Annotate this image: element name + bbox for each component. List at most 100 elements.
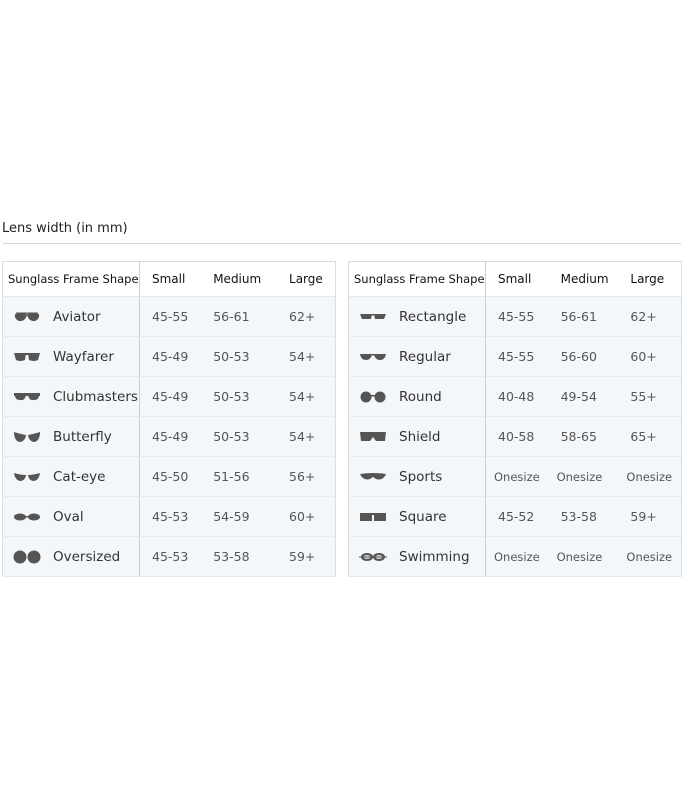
table-row: Oversized 45-53 53-58 59+: [2, 536, 336, 577]
small-size: 45-55: [485, 336, 549, 377]
medium-size: 53-58: [548, 496, 619, 537]
header-small: Small: [485, 261, 549, 297]
shape-name: Aviator: [53, 308, 101, 325]
medium-size: 53-58: [201, 536, 278, 577]
shape-cell: Shield: [348, 416, 486, 457]
shape-cell: Clubmasters: [2, 376, 140, 417]
medium-size: 50-53: [201, 376, 278, 417]
header-small: Small: [139, 261, 202, 297]
table-row: Shield 40-58 58-65 65+: [348, 416, 682, 457]
small-size: 45-49: [139, 416, 202, 457]
shape-name: Wayfarer: [53, 348, 114, 365]
wayfarer-glasses-icon: [14, 352, 40, 361]
header-shape: Sunglass Frame Shape: [348, 261, 486, 297]
header-large: Large: [618, 261, 682, 297]
large-size: 54+: [277, 376, 336, 417]
header-large: Large: [277, 261, 336, 297]
small-size: Onesize: [485, 536, 549, 577]
medium-size: 49-54: [548, 376, 619, 417]
shape-cell: Oval: [2, 496, 140, 537]
medium-size: 50-53: [201, 416, 278, 457]
shape-name: Cat-eye: [53, 468, 106, 485]
divider: [3, 243, 681, 244]
table-row: Swimming Onesize Onesize Onesize: [348, 536, 682, 577]
shape-cell: Wayfarer: [2, 336, 140, 377]
shape-cell: Sports: [348, 456, 486, 497]
table-row: Square 45-52 53-58 59+: [348, 496, 682, 537]
size-table-left: Sunglass Frame Shape Small Medium Large …: [2, 261, 336, 577]
shape-cell: Butterfly: [2, 416, 140, 457]
shape-cell: Swimming: [348, 536, 486, 577]
shape-name: Oversized: [53, 548, 121, 565]
table-row: Round 40-48 49-54 55+: [348, 376, 682, 417]
shape-cell: Aviator: [2, 296, 140, 337]
large-size: 62+: [277, 296, 336, 337]
shape-name: Sports: [399, 468, 443, 485]
aviator-glasses-icon: [14, 312, 40, 321]
large-size: Onesize: [618, 456, 682, 497]
header-medium: Medium: [548, 261, 619, 297]
large-size: 60+: [277, 496, 336, 537]
table-row: Oval 45-53 54-59 60+: [2, 496, 336, 537]
large-size: Onesize: [618, 536, 682, 577]
table-row: Regular 45-55 56-60 60+: [348, 336, 682, 377]
sports-glasses-icon: [360, 472, 386, 479]
small-size: 45-52: [485, 496, 549, 537]
shape-name: Rectangle: [399, 308, 467, 325]
large-size: 56+: [277, 456, 336, 497]
small-size: 45-55: [485, 296, 549, 337]
header-row: Sunglass Frame Shape Small Medium Large: [2, 261, 336, 297]
large-size: 59+: [277, 536, 336, 577]
large-size: 54+: [277, 416, 336, 457]
shape-cell: Cat-eye: [2, 456, 140, 497]
medium-size: 51-56: [201, 456, 278, 497]
header-medium: Medium: [201, 261, 278, 297]
small-size: Onesize: [485, 456, 549, 497]
header-shape: Sunglass Frame Shape: [2, 261, 140, 297]
small-size: 45-55: [139, 296, 202, 337]
large-size: 59+: [618, 496, 682, 537]
section-title: Lens width (in mm): [2, 221, 128, 236]
oval-glasses-icon: [14, 513, 40, 520]
small-size: 45-49: [139, 336, 202, 377]
swimming-goggles-icon: [359, 552, 387, 561]
shape-name: Round: [399, 388, 442, 405]
square-glasses-icon: [360, 512, 386, 521]
medium-size: 50-53: [201, 336, 278, 377]
large-size: 62+: [618, 296, 682, 337]
medium-size: 58-65: [548, 416, 619, 457]
shape-name: Shield: [399, 428, 441, 445]
shape-cell: Rectangle: [348, 296, 486, 337]
table-row: Cat-eye 45-50 51-56 56+: [2, 456, 336, 497]
shape-cell: Regular: [348, 336, 486, 377]
small-size: 45-49: [139, 376, 202, 417]
small-size: 45-53: [139, 536, 202, 577]
shield-glasses-icon: [360, 431, 386, 441]
medium-size: Onesize: [548, 536, 619, 577]
large-size: 54+: [277, 336, 336, 377]
shape-cell: Square: [348, 496, 486, 537]
butterfly-glasses-icon: [14, 431, 40, 442]
table-row: Sports Onesize Onesize Onesize: [348, 456, 682, 497]
shape-name: Square: [399, 508, 447, 525]
table-row: Butterfly 45-49 50-53 54+: [2, 416, 336, 457]
table-row: Rectangle 45-55 56-61 62+: [348, 296, 682, 337]
medium-size: Onesize: [548, 456, 619, 497]
table-row: Clubmasters 45-49 50-53 54+: [2, 376, 336, 417]
header-row: Sunglass Frame Shape Small Medium Large: [348, 261, 682, 297]
small-size: 45-50: [139, 456, 202, 497]
medium-size: 56-61: [548, 296, 619, 337]
large-size: 65+: [618, 416, 682, 457]
regular-glasses-icon: [360, 353, 386, 360]
table-row: Aviator 45-55 56-61 62+: [2, 296, 336, 337]
medium-size: 56-60: [548, 336, 619, 377]
medium-size: 56-61: [201, 296, 278, 337]
large-size: 60+: [618, 336, 682, 377]
shape-cell: Oversized: [2, 536, 140, 577]
shape-name: Regular: [399, 348, 451, 365]
cat-eye-glasses-icon: [14, 472, 40, 481]
shape-name: Oval: [53, 508, 84, 525]
shape-cell: Round: [348, 376, 486, 417]
small-size: 40-58: [485, 416, 549, 457]
medium-size: 54-59: [201, 496, 278, 537]
